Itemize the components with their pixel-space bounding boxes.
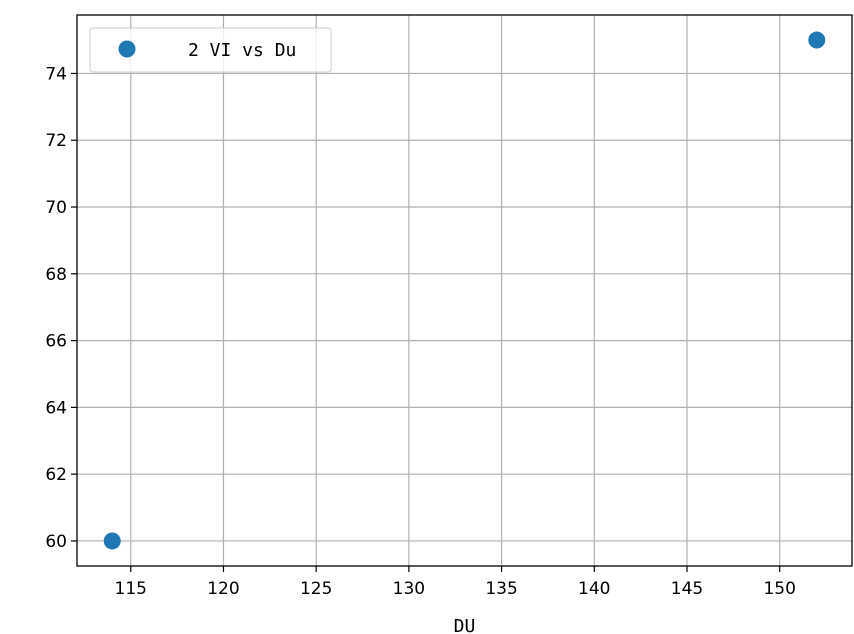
x-tick-label: 125 — [300, 579, 332, 599]
legend-marker — [118, 40, 136, 58]
x-tick-label: 115 — [115, 579, 147, 599]
x-tick-label: 130 — [393, 579, 425, 599]
plot-frame — [76, 14, 853, 567]
x-tick-label: 145 — [671, 579, 703, 599]
y-tick-label: 74 — [45, 64, 67, 84]
legend-entry-label: 2 VI vs Du — [188, 40, 296, 61]
grid-lines — [77, 15, 852, 566]
x-tick-label: 150 — [763, 579, 795, 599]
x-axis-ticks: 115 120 125 130 135 140 145 150 — [115, 566, 796, 599]
y-axis-ticks: 60 62 64 66 68 70 72 74 — [45, 64, 77, 552]
legend-box — [89, 27, 332, 73]
x-axis-label: DU — [454, 616, 476, 634]
legend: 2 VI vs Du — [89, 27, 332, 73]
y-tick-label: 64 — [45, 398, 67, 418]
x-tick-label: 120 — [207, 579, 239, 599]
x-tick-label: 140 — [578, 579, 610, 599]
data-point — [103, 532, 121, 550]
x-tick-label: 135 — [485, 579, 517, 599]
data-point — [808, 31, 826, 49]
data-points — [103, 31, 826, 550]
y-tick-label: 72 — [45, 131, 67, 151]
y-tick-label: 62 — [45, 465, 67, 485]
y-tick-label: 68 — [45, 265, 67, 285]
y-tick-label: 66 — [45, 332, 67, 352]
y-tick-label: 70 — [45, 198, 67, 218]
y-tick-label: 60 — [45, 532, 67, 552]
